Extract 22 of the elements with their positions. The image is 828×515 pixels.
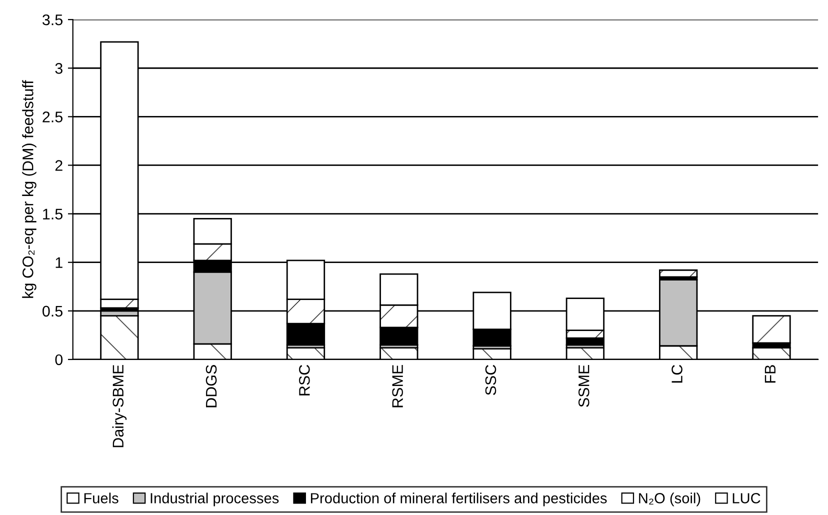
legend-label: Fuels xyxy=(84,492,118,504)
y-tick-label: 1 xyxy=(56,257,62,268)
y-tick-label: 2 xyxy=(55,160,62,171)
x-tick-label: RSME xyxy=(392,364,403,408)
x-tick-label: SSME xyxy=(578,364,590,407)
x-tick-label: SSC xyxy=(485,364,496,396)
y-tick-label: 0.5 xyxy=(42,306,63,317)
y-tick-label: 2.5 xyxy=(42,112,63,122)
x-tick-label: RSC xyxy=(299,364,310,396)
x-tick-label: FB xyxy=(764,365,776,383)
x-tick-label: LC xyxy=(672,364,682,383)
legend-label: Production of mineral fertilisers and pesticides xyxy=(310,492,607,506)
y-tick-label: 0 xyxy=(55,354,63,366)
y-tick-label: 3 xyxy=(55,62,62,74)
x-tick-label: Dairy-SBME xyxy=(112,364,127,448)
y-tick-label: 3.5 xyxy=(42,14,63,26)
legend-label: N₂O (soil) xyxy=(639,492,700,506)
y-tick-label: 1.5 xyxy=(43,208,63,220)
legend-label: Industrial processes xyxy=(150,492,279,506)
legend-label: LUC xyxy=(732,493,760,504)
x-tick-label: DDGS xyxy=(206,365,217,408)
y-axis-title: kg CO₂-eq per kg (DM) feedstuff xyxy=(22,80,36,298)
